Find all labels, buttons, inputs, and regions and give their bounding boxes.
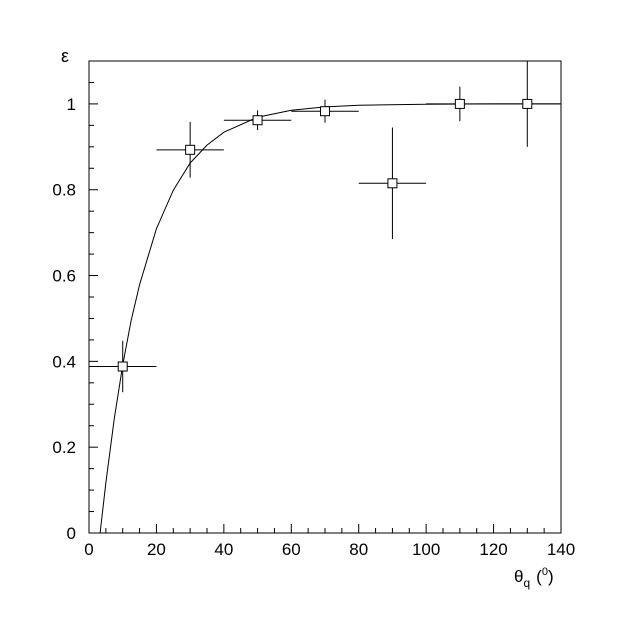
y-tick-label: 0.8 [52,181,76,200]
x-tick-label: 0 [84,540,93,559]
data-point [223,110,292,131]
data-point [493,61,561,147]
y-axis-label: ε [61,46,69,66]
data-point [156,121,224,178]
point-marker [252,115,263,126]
data-point [89,340,157,393]
y-tick-label: 0.2 [52,438,76,457]
x-tick-label: 80 [349,540,368,559]
x-axis-label-main: θ [514,567,523,586]
point-marker [387,178,398,189]
y-tick-label: 1 [67,95,76,114]
x-axis-label-open: ( [536,567,542,586]
x-tick-label: 120 [479,540,507,559]
data-point [358,127,427,240]
data-point [291,99,359,123]
y-tick-label: 0 [67,524,76,543]
x-axis-label-sub: q [523,576,530,590]
x-axis-label-close: ) [548,567,554,586]
point-marker [117,361,128,372]
x-tick-label: 140 [547,540,575,559]
x-axis-label-sup: 0 [542,566,548,578]
x-tick-label: 60 [282,540,301,559]
point-marker [320,106,330,117]
point-marker [185,144,196,155]
x-tick-label: 20 [147,540,166,559]
fit-curve [99,103,561,534]
x-tick-label: 40 [214,540,233,559]
y-tick-label: 0.6 [52,267,76,286]
x-axis-label: θq (0) [514,566,554,590]
y-tick-label: 0.4 [52,352,76,371]
data-point [426,86,494,122]
point-marker [454,98,465,109]
plot-frame [88,60,562,534]
point-marker [522,98,533,109]
x-tick-label: 100 [412,540,440,559]
